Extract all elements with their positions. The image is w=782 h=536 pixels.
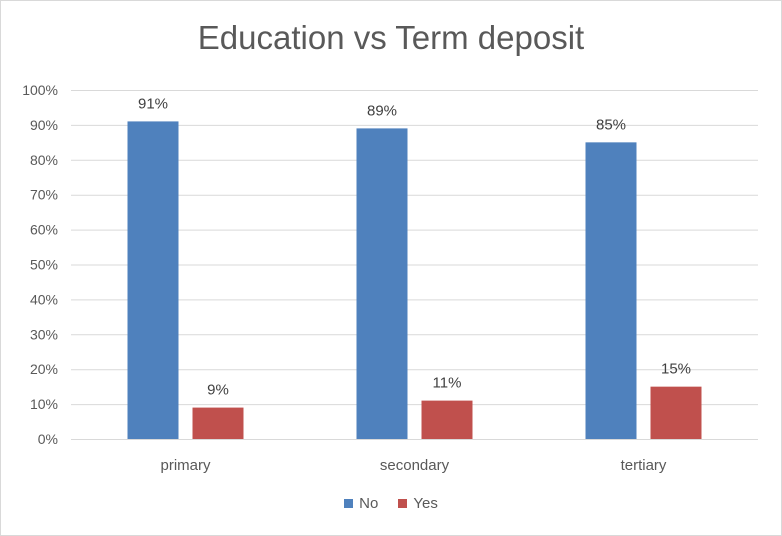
bar-no-secondary [356,128,408,439]
y-tick-label: 40% [30,291,58,307]
legend-swatch [398,499,408,508]
bar-yes-secondary [421,400,473,439]
data-label: 85% [596,116,626,133]
legend-label: No [359,495,379,512]
y-tick-label: 70% [30,187,58,203]
bar-no-primary [127,121,179,439]
y-tick-label: 30% [30,326,58,342]
y-tick-label: 100% [22,82,58,98]
legend-label: Yes [413,495,438,512]
y-tick-label: 0% [38,431,58,447]
data-label: 9% [207,382,229,399]
x-tick-label: secondary [380,457,450,474]
data-label: 15% [661,361,691,378]
chart-title: Education vs Term deposit [197,19,585,56]
x-tick-label: primary [160,457,211,474]
y-tick-label: 80% [30,152,58,168]
y-tick-label: 50% [30,257,58,273]
data-label: 89% [367,102,397,119]
legend-item-no: No [344,495,378,512]
bar-no-tertiary [585,142,637,439]
data-label: 11% [433,375,462,392]
data-label: 91% [138,95,168,112]
bar-yes-primary [192,407,244,439]
y-tick-label: 60% [30,222,58,238]
y-tick-label: 90% [30,117,58,133]
y-tick-label: 20% [30,361,58,377]
legend-swatch [344,499,354,508]
legend: No Yes [1,495,781,512]
y-tick-label: 10% [30,396,58,412]
legend-item-yes: Yes [398,495,438,512]
bar-yes-tertiary [650,386,702,439]
x-tick-label: tertiary [621,457,667,474]
